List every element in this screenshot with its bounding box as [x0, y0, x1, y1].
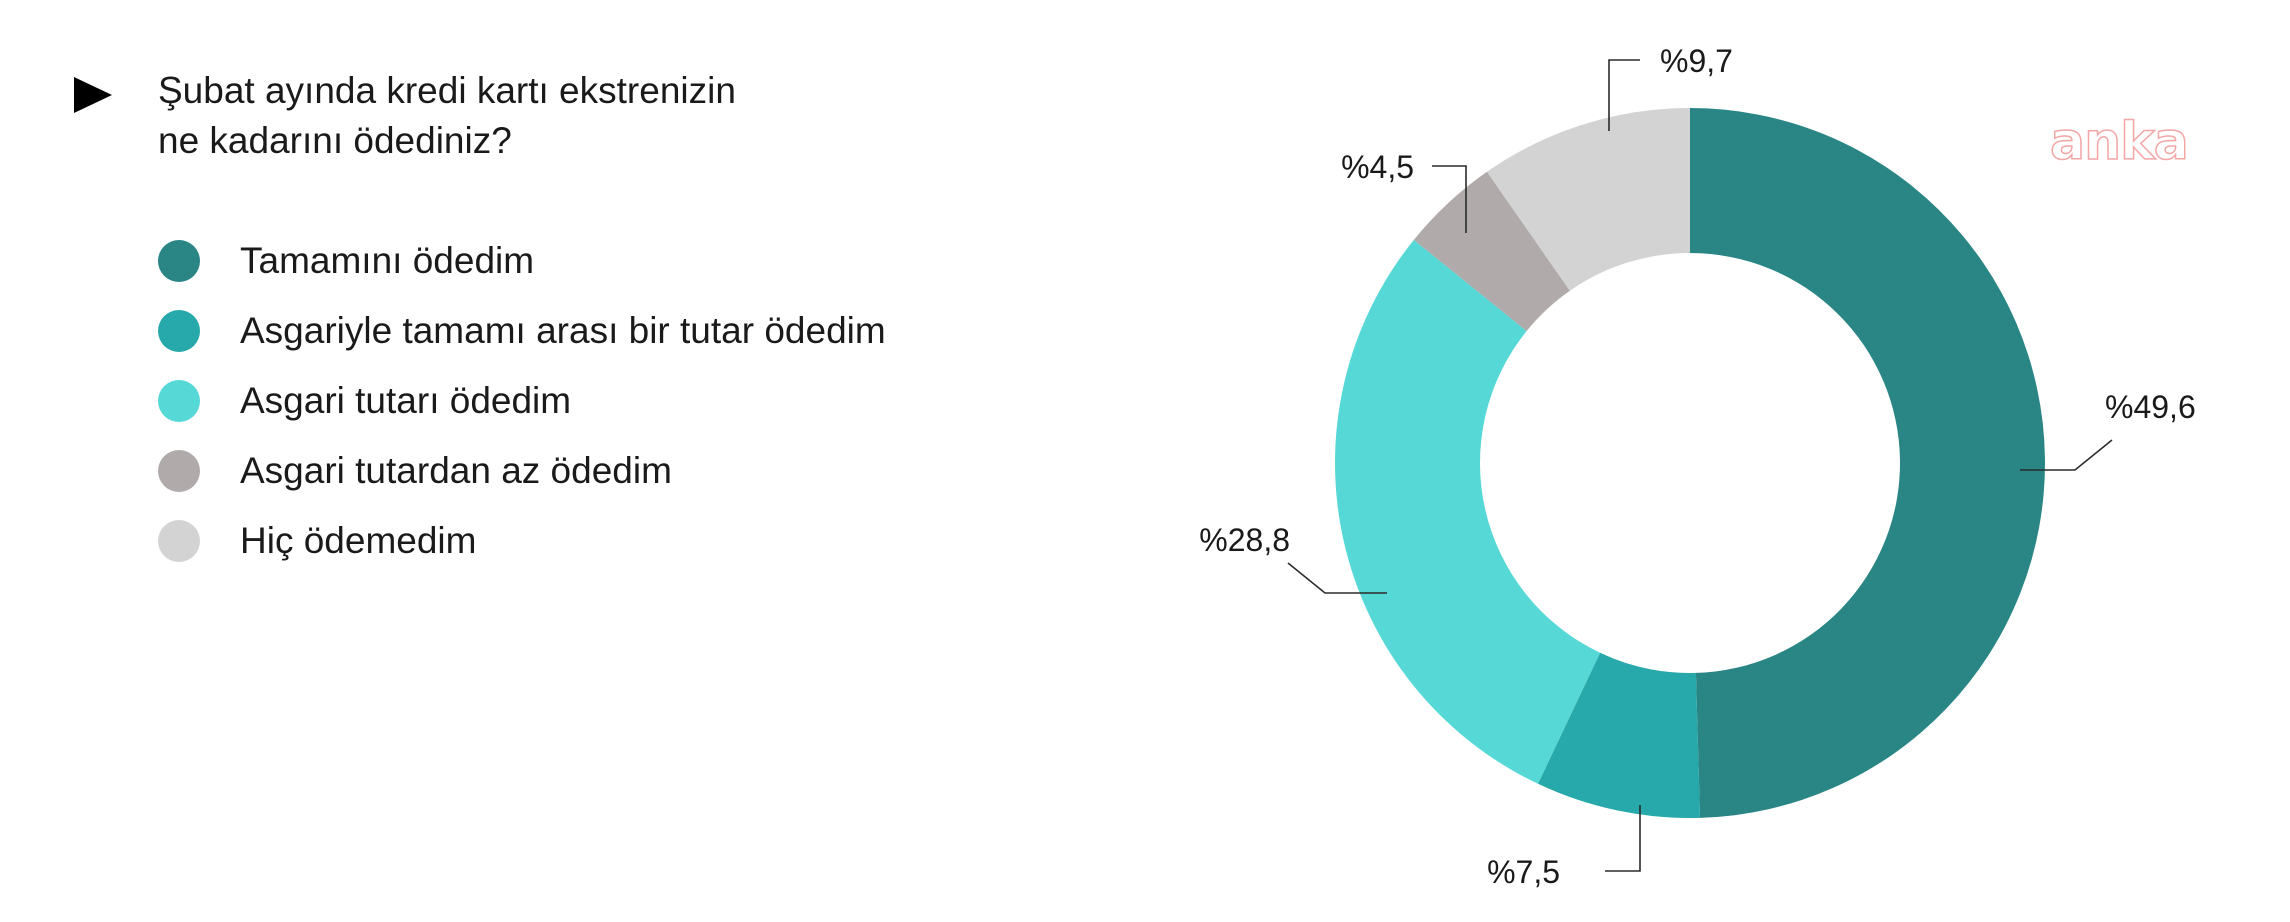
legend-label: Asgari tutardan az ödedim: [240, 450, 672, 491]
leader-line-asgari-tutari-odedim: [1287, 562, 1387, 594]
slice-leader-lines: [1287, 59, 2113, 872]
legend-label: Asgariyle tamamı arası bir tutar ödedim: [240, 310, 886, 351]
legend-label: Tamamını ödedim: [240, 240, 535, 281]
play-triangle-icon: [74, 77, 112, 113]
legend-color-dot: [158, 240, 200, 282]
legend-color-dot: [158, 380, 200, 422]
slice-label-asgari-tutardan-az-odedim: %4,5: [1341, 149, 1414, 185]
question-line-1: Şubat ayında kredi kartı ekstrenizin: [158, 70, 736, 111]
legend-item-asgari-tutari-odedim: Asgari tutarı ödedim: [158, 366, 886, 436]
donut-slice-hic-odemedim: [1486, 108, 1690, 291]
legend-item-asgari-tutardan-az: Asgari tutardan az ödedim: [158, 436, 886, 506]
leader-line-hic-odemedim: [1608, 59, 1640, 131]
slice-label-tamamini-odedim: %49,6: [2105, 389, 2196, 425]
slice-label-asgari-tutari-odedim: %28,8: [1199, 522, 1290, 558]
legend-label: Hiç ödemedim: [240, 520, 477, 561]
slice-label-hic-odemedim: %9,7: [1660, 43, 1733, 79]
question-title: Şubat ayında kredi kartı ekstrenizin ne …: [158, 66, 1058, 166]
legend-item-asgariyle-tamami-arasi: Asgariyle tamamı arası bir tutar ödedim: [158, 296, 886, 366]
leader-line-asgari-tutardan-az-odedim: [1432, 165, 1467, 233]
donut-slice-asgariyle-tamami-arasi-bir-tutar-odedim: [1537, 652, 1701, 818]
legend-item-tamamini-odedim: Tamamını ödedim: [158, 226, 886, 296]
donut-slice-asgari-tutari-odedim: [1335, 239, 1601, 784]
slice-labels: %49,6 %7,5 %28,8 %4,5 %9,7: [1199, 43, 2195, 890]
leader-line-tamamini-odedim: [2020, 439, 2113, 471]
donut-slice-asgari-tutardan-az-odedim: [1413, 171, 1570, 332]
leader-line-asgariyle-tamami-arasi-bir-tutar-odedim: [1605, 805, 1641, 872]
legend-color-dot: [158, 310, 200, 352]
question-line-2: ne kadarını ödediniz?: [158, 120, 512, 161]
donut-slice-tamamini-odedim: [1690, 108, 2045, 818]
anka-watermark-logo: anka: [2049, 111, 2189, 173]
legend-color-dot: [158, 520, 200, 562]
chart-legend: Tamamını ödedim Asgariyle tamamı arası b…: [158, 226, 886, 576]
slice-label-asgariyle-tamami-arasi-bir-tutar-odedim: %7,5: [1487, 854, 1560, 890]
legend-item-hic-odemedim: Hiç ödemedim: [158, 506, 886, 576]
legend-label: Asgari tutarı ödedim: [240, 380, 572, 421]
donut-slices: [1335, 108, 2045, 818]
legend-color-dot: [158, 450, 200, 492]
